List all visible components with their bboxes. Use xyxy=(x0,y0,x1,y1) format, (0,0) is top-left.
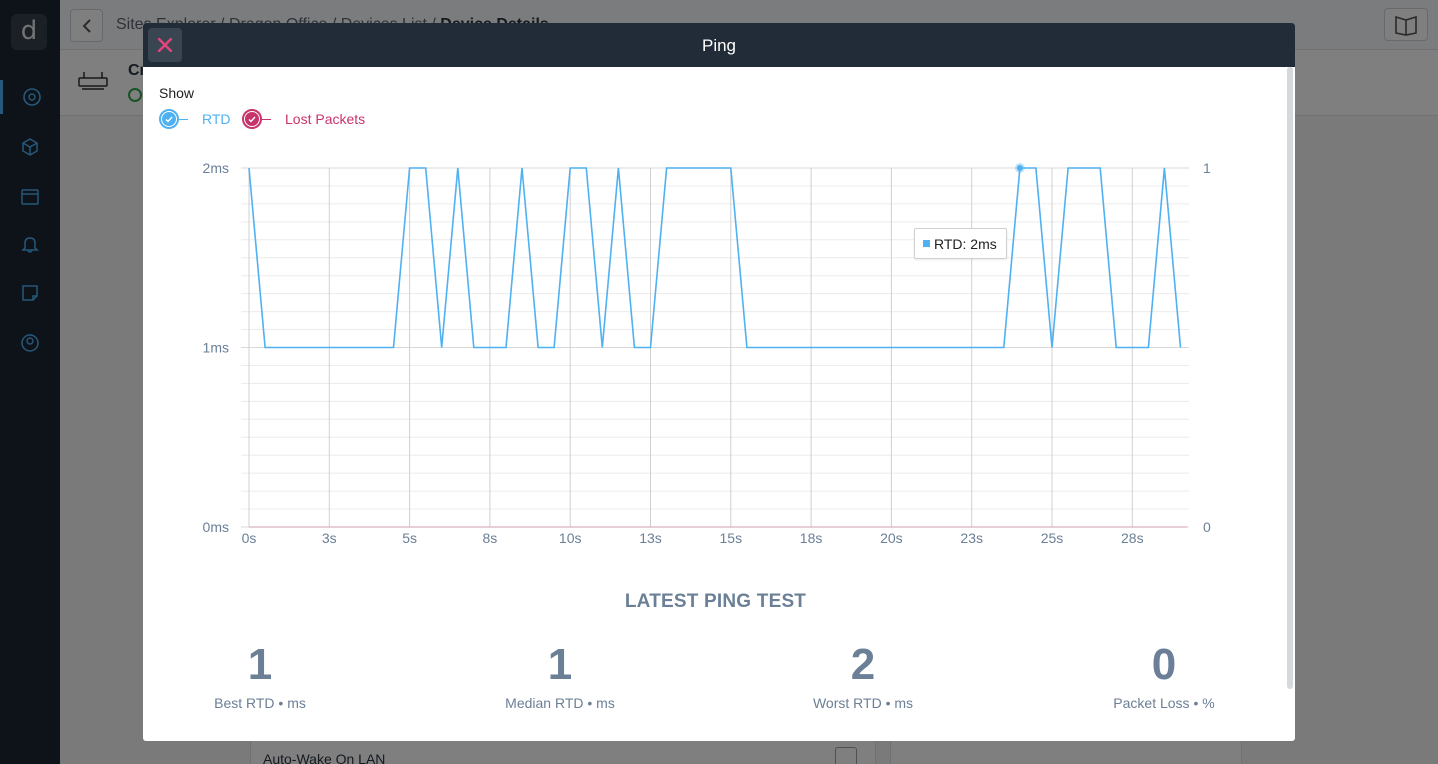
legend-label-rtd: RTD xyxy=(202,111,231,127)
x-tick-label: 20s xyxy=(880,530,903,546)
x-tick-label: 0s xyxy=(242,530,257,546)
stat-value: 2 xyxy=(850,640,876,689)
ping-modal: Ping Show RTD Lost Packets 2ms 1ms 0ms 1 0 0s… xyxy=(143,23,1295,741)
stat-label: Packet Loss • % xyxy=(1113,695,1215,711)
stat-label: Worst RTD • ms xyxy=(812,695,914,711)
x-tick-label: 15s xyxy=(720,530,743,546)
x-tick-label: 3s xyxy=(322,530,337,546)
tooltip-swatch xyxy=(923,240,930,247)
x-tick-label: 18s xyxy=(800,530,823,546)
tooltip-text: RTD: 2ms xyxy=(934,235,997,252)
stat-value: 0 xyxy=(1151,640,1177,689)
legend-label-lost-packets: Lost Packets xyxy=(285,111,366,127)
x-tick-label: 25s xyxy=(1041,530,1064,546)
x-tick-label: 23s xyxy=(960,530,983,546)
legend-toggle-rtd[interactable]: RTD xyxy=(159,109,231,129)
stat-best-rtd: 1 Best RTD • ms xyxy=(143,639,380,711)
lost-packets-check-icon xyxy=(242,109,262,129)
x-tick-label: 5s xyxy=(402,530,417,546)
show-label: Show xyxy=(159,85,195,101)
series-line-rtd xyxy=(248,167,1182,349)
stat-worst-rtd: 2 Worst RTD • ms xyxy=(743,639,983,711)
legend-toggle-lost-packets[interactable]: Lost Packets xyxy=(242,109,365,129)
x-tick-label: 8s xyxy=(483,530,498,546)
stat-value: 1 xyxy=(547,640,573,689)
stat-packet-loss: 0 Packet Loss • % xyxy=(1044,639,1284,711)
stat-label: Median RTD • ms xyxy=(505,695,615,711)
y2-tick-label: 1 xyxy=(1203,160,1211,176)
ping-chart[interactable]: 2ms 1ms 0ms 1 0 0s 3s 5s 8s 10s 13s 15s 18s 20s 23s 25s… xyxy=(143,23,1295,583)
chart-tooltip: RTD: 2ms xyxy=(914,228,1007,259)
x-tick-label: 28s xyxy=(1121,530,1144,546)
y-tick-label: 2ms xyxy=(203,160,229,176)
modal-header: Ping xyxy=(143,23,1295,67)
x-tick-label: 13s xyxy=(639,530,662,546)
hover-point xyxy=(1016,165,1023,171)
y-tick-label: 1ms xyxy=(203,340,229,356)
stat-value: 1 xyxy=(247,640,273,689)
close-icon xyxy=(158,38,172,52)
y-tick-label: 0ms xyxy=(203,519,229,535)
y2-tick-label: 0 xyxy=(1203,519,1211,535)
section-title: LATEST PING TEST xyxy=(624,591,807,612)
modal-scrollbar[interactable] xyxy=(1287,67,1293,689)
modal-title: Ping xyxy=(701,36,737,55)
stat-label: Best RTD • ms xyxy=(214,695,306,711)
close-button[interactable] xyxy=(148,28,182,62)
rtd-check-icon xyxy=(159,109,179,129)
x-tick-label: 10s xyxy=(559,530,582,546)
stat-median-rtd: 1 Median RTD • ms xyxy=(440,639,680,711)
